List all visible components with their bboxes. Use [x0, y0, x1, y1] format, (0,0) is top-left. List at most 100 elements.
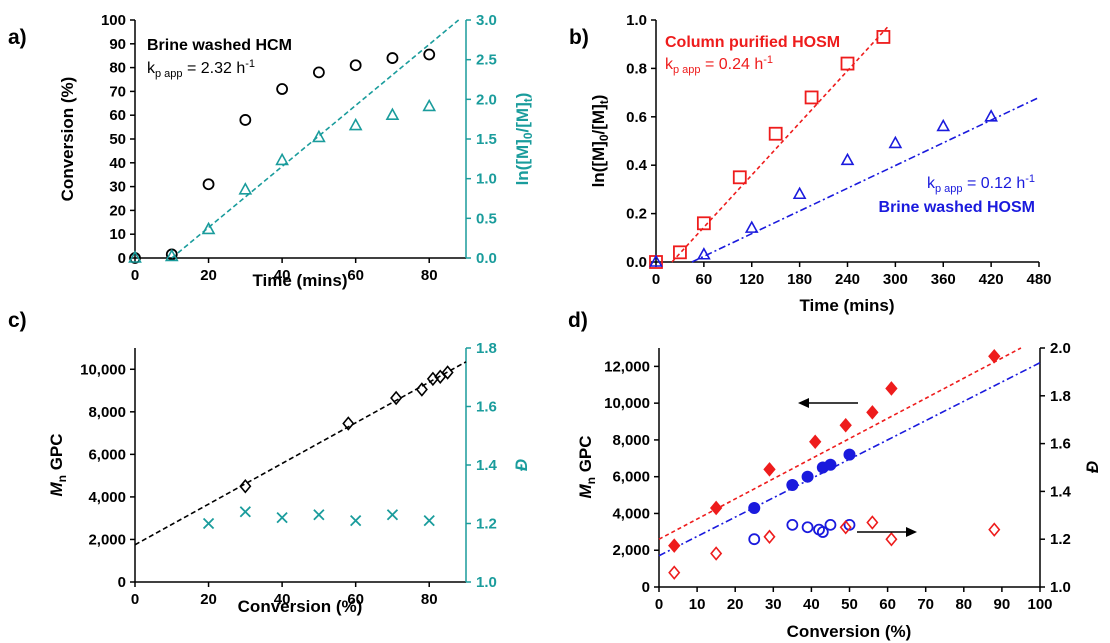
data-point: [668, 538, 681, 553]
data-point: [275, 152, 289, 166]
y-tick-label: 100: [101, 12, 126, 29]
y-tick-label: 0.4: [626, 157, 648, 174]
data-point: [840, 152, 855, 166]
data-point: [423, 48, 436, 61]
data-point: [423, 514, 435, 527]
fit-line: [134, 361, 467, 546]
data-point: [342, 416, 355, 431]
x-tick-label: 40: [803, 596, 820, 613]
panel-d-ticks: 0 10 20 30 40 50 60 70 80 90 100 0 2,000 4,000 6,000 8,…: [604, 340, 1071, 613]
y-tick-label: 0: [118, 250, 126, 267]
x-tick-label: 60: [696, 271, 713, 288]
y2-tick-label: 2.0: [1050, 340, 1071, 357]
panel-c-ylabel: Mn GPC: [47, 433, 69, 496]
y-tick-label: 10: [109, 226, 126, 243]
y2-tick-label: 1.0: [1050, 579, 1071, 596]
y-tick-label: 20: [109, 202, 126, 219]
data-point: [239, 506, 251, 518]
y-tick-label: 1.0: [626, 12, 647, 29]
panel-label-b: b): [569, 26, 589, 49]
data-point: [792, 186, 807, 200]
data-point: [763, 529, 776, 545]
left-axis-arrow: [798, 398, 858, 408]
y-tick-label: 10,000: [80, 361, 126, 378]
data-point: [386, 52, 399, 64]
x-tick-label: 0: [655, 596, 663, 613]
data-point: [786, 518, 799, 531]
panel-a: a) 0 20 40 60 80 0 10 20 30 40 50 60 70 80 90 100 0.0 0.5…: [8, 12, 535, 290]
data-point: [888, 135, 903, 149]
x-tick-label: 0: [652, 271, 660, 288]
y2-tick-label: 2.0: [476, 91, 497, 108]
data-point: [786, 478, 799, 491]
y2-tick-label: 1.0: [476, 171, 497, 188]
y2-tick-label: 1.8: [1050, 388, 1071, 405]
x-tick-label: 80: [421, 591, 438, 608]
panel-c-xlabel: Conversion (%): [238, 597, 363, 616]
data-point: [164, 248, 179, 262]
data-point: [201, 221, 216, 235]
x-tick-label: 40: [274, 591, 291, 608]
y2-tick-label: 1.0: [476, 574, 497, 591]
data-point: [350, 514, 362, 527]
x-tick-label: 0: [131, 267, 139, 284]
data-point: [709, 500, 723, 516]
data-point: [804, 90, 819, 105]
data-point: [441, 365, 454, 380]
data-point: [202, 517, 215, 530]
panel-label-c: c): [8, 309, 27, 332]
panel-d-markers: [668, 348, 1001, 580]
data-point: [744, 220, 759, 233]
y-tick-label: 4,000: [612, 505, 650, 522]
y-tick-label: 0.2: [626, 206, 647, 223]
panel-label-a: a): [8, 26, 27, 49]
fit-line: [658, 347, 1022, 540]
y2-tick-label: 1.4: [476, 457, 498, 474]
y2-tick-label: 1.6: [476, 399, 497, 416]
data-point: [936, 118, 951, 132]
data-point: [748, 501, 761, 514]
data-point: [415, 382, 428, 397]
panel-d-xlabel: Conversion (%): [787, 622, 912, 641]
y-tick-label: 0.8: [626, 60, 647, 77]
data-point: [390, 390, 403, 406]
x-tick-label: 300: [883, 271, 908, 288]
panel-b-ylabel: ln([M]0/[M]t): [589, 95, 611, 188]
data-point: [824, 518, 837, 531]
y-tick-label: 50: [109, 131, 126, 148]
panel-a-y2label: ln([M]0/[M]t): [513, 93, 535, 186]
y2-tick-label: 1.8: [476, 340, 497, 357]
y2-tick-label: 2.5: [476, 52, 497, 69]
data-point: [239, 479, 252, 494]
panel-a-markers: [128, 48, 437, 264]
x-tick-label: 20: [200, 591, 217, 608]
panel-d-axes: [658, 348, 1041, 588]
data-point: [696, 216, 711, 231]
panel-b-blue-annotation-rate: kp app = 0.12 h-1: [927, 173, 1035, 195]
panel-a-annotation-title: Brine washed HCM: [147, 37, 292, 54]
panel-b-ticks: 0 60 120 180 240 300 360 420 480 0.0 0.2 0.4 0.6 0.8 1…: [626, 12, 1051, 288]
panel-label-d: d): [568, 309, 588, 332]
x-tick-label: 20: [727, 596, 744, 613]
y2-tick-label: 1.2: [1050, 531, 1071, 548]
right-axis-arrow: [857, 527, 917, 537]
data-point: [697, 247, 711, 260]
y-tick-label: 8,000: [612, 432, 650, 449]
x-tick-label: 80: [955, 596, 972, 613]
y2-tick-label: 1.5: [476, 131, 497, 148]
data-point: [824, 458, 837, 471]
data-point: [839, 417, 852, 433]
data-point: [840, 56, 855, 71]
data-point: [239, 114, 252, 126]
data-point: [839, 520, 852, 535]
panel-d-y2label: Đ: [1083, 461, 1102, 473]
data-point: [128, 250, 142, 263]
data-point: [385, 107, 400, 120]
y-tick-label: 60: [109, 107, 126, 124]
y2-tick-label: 0.0: [476, 250, 497, 267]
fit-line: [691, 96, 1040, 263]
panel-b-fit-lines: [671, 26, 1040, 263]
panel-c-y2label: Đ: [512, 459, 531, 471]
x-tick-label: 30: [765, 596, 782, 613]
